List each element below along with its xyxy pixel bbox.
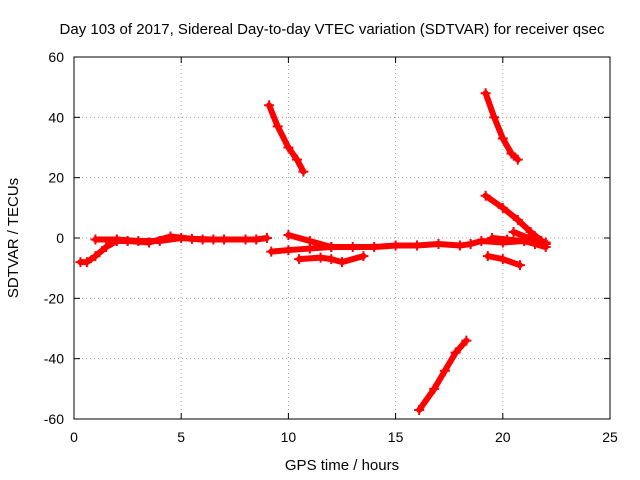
data-point	[497, 254, 508, 265]
data-point	[298, 166, 309, 177]
y-tick-label-1: -40	[44, 351, 64, 367]
data-point	[512, 214, 523, 225]
data-point	[502, 234, 513, 245]
y-tick-label-4: 20	[48, 170, 64, 186]
data-point	[264, 100, 275, 111]
data-point	[144, 237, 155, 248]
data-point	[283, 245, 294, 256]
data-point	[294, 254, 305, 265]
series-8	[480, 88, 523, 165]
data-point	[261, 233, 272, 243]
series-10	[487, 233, 551, 253]
data-point	[81, 257, 92, 268]
x-tick-label-3: 15	[388, 429, 404, 445]
series-12	[508, 226, 547, 247]
series-11-trace	[484, 253, 523, 269]
data-point	[512, 154, 523, 165]
series-8-trace	[482, 90, 521, 163]
data-point	[219, 234, 230, 245]
data-point	[347, 242, 358, 253]
data-point	[101, 242, 112, 253]
data-point	[489, 112, 500, 123]
data-point	[390, 240, 401, 251]
data-point	[283, 229, 294, 240]
data-point	[465, 239, 476, 250]
data-point	[326, 254, 337, 265]
data-point	[433, 239, 444, 250]
data-point	[497, 202, 508, 213]
y-axis-label: SDTVAR / TECUs	[5, 178, 22, 298]
data-point	[514, 260, 525, 271]
data-point	[358, 251, 369, 262]
data-point	[165, 231, 176, 242]
data-point	[482, 251, 493, 262]
data-point	[480, 190, 491, 201]
data-point	[369, 242, 380, 253]
data-point	[251, 234, 262, 245]
data-point	[326, 242, 337, 253]
axis-ticks: 0 5 10 15 20 25 -60 -40 -20 0 20 40 60	[44, 49, 618, 445]
series-2	[122, 231, 219, 248]
data-point	[283, 142, 294, 153]
series-7-trace	[416, 337, 470, 413]
x-tick-label-2: 10	[281, 429, 297, 445]
data-point	[337, 257, 347, 268]
x-tick-label-5: 25	[602, 429, 618, 445]
data-point	[487, 233, 498, 243]
data-point	[429, 383, 440, 394]
data-point	[122, 236, 133, 247]
y-tick-label-2: -20	[44, 290, 64, 306]
data-point	[439, 365, 450, 376]
x-tick-label-0: 0	[70, 429, 78, 445]
data-point	[523, 233, 534, 243]
data-point	[315, 252, 326, 263]
data-point	[450, 347, 461, 358]
data-point	[111, 234, 122, 245]
y-tick-label-6: 60	[48, 49, 64, 65]
data-point	[454, 240, 465, 251]
chart-title: Day 103 of 2017, Sidereal Day-to-day VTE…	[60, 21, 605, 38]
data-point	[304, 236, 315, 247]
data-point	[497, 133, 508, 144]
data-point	[90, 251, 101, 262]
data-points	[75, 88, 551, 415]
y-tick-label-0: -60	[44, 411, 64, 427]
data-point	[186, 233, 197, 244]
series-3	[264, 100, 309, 177]
data-point	[240, 234, 251, 245]
x-tick-label-1: 5	[177, 429, 185, 445]
x-axis-label: GPS time / hours	[285, 457, 399, 474]
series-7	[414, 335, 472, 415]
series-5	[283, 229, 337, 253]
data-point	[506, 148, 517, 159]
data-point	[414, 404, 425, 415]
data-point	[525, 226, 536, 237]
data-point	[412, 240, 423, 251]
data-point	[266, 246, 277, 257]
series-3-trace	[266, 102, 307, 175]
data-point	[90, 234, 101, 245]
series-6	[294, 251, 369, 268]
data-point	[480, 88, 491, 99]
data-point	[540, 242, 551, 253]
data-point	[208, 234, 219, 245]
data-point	[508, 226, 519, 237]
y-tick-label-5: 40	[48, 109, 64, 125]
y-tick-label-3: 0	[56, 230, 64, 246]
series-11	[482, 251, 525, 271]
data-point	[476, 236, 487, 247]
data-point	[272, 121, 283, 132]
data-point	[291, 154, 302, 165]
data-point	[536, 236, 547, 247]
x-tick-label-4: 20	[495, 429, 511, 445]
data-point	[461, 335, 472, 346]
